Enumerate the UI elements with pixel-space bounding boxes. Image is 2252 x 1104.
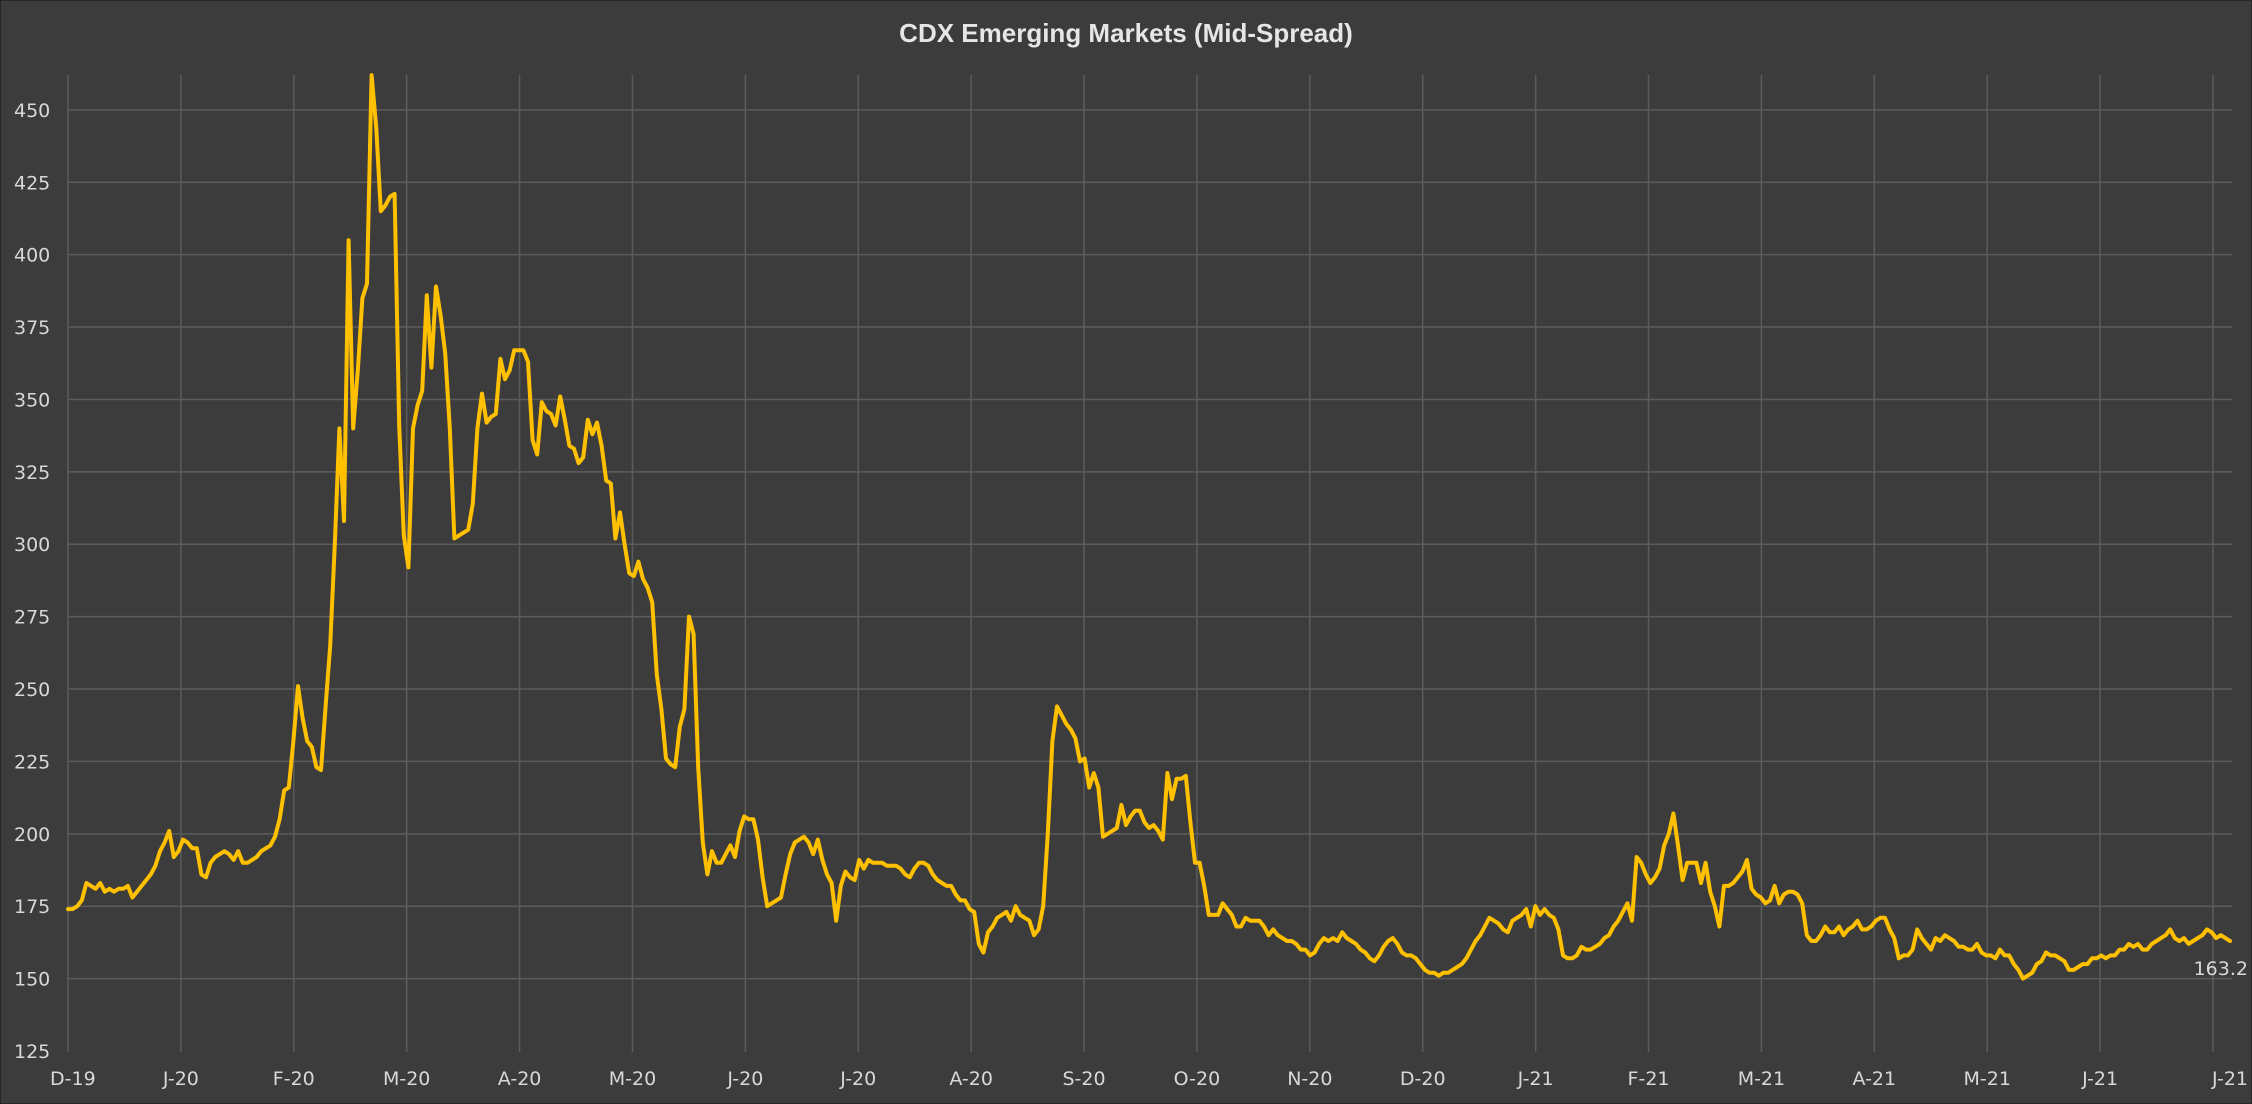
x-tick-label: N-20 [1287, 1068, 1332, 1090]
x-tick-label: J-20 [839, 1068, 876, 1090]
x-tick-label: J-20 [726, 1068, 763, 1090]
x-tick-label: M-20 [383, 1068, 430, 1090]
x-tick-label: J-20 [162, 1068, 199, 1090]
y-tick-label: 400 [14, 245, 50, 267]
x-tick-label: A-20 [949, 1068, 993, 1090]
x-tick-label: M-21 [1963, 1068, 2010, 1090]
x-tick-label: D-20 [1400, 1068, 1446, 1090]
y-tick-label: 225 [14, 751, 50, 773]
grid [67, 75, 2232, 1052]
x-tick-label: A-20 [498, 1068, 542, 1090]
end-label-layer: 163.2 [2194, 958, 2248, 980]
y-tick-label: 375 [14, 317, 50, 339]
x-tick-label: O-20 [1174, 1068, 1221, 1090]
series-layer [66, 73, 2232, 981]
y-axis-ticks: 125 150 175 200 225 250 275 300 325 350 375 400 425 4… [14, 100, 50, 1063]
x-tick-label: F-20 [273, 1068, 315, 1090]
y-tick-label: 300 [14, 534, 50, 556]
y-tick-label: 425 [14, 172, 50, 194]
y-tick-label: 325 [14, 462, 50, 484]
x-tick-label: A-21 [1853, 1068, 1897, 1090]
x-tick-label: D-19 [50, 1068, 96, 1090]
x-tick-label: F-21 [1628, 1068, 1670, 1090]
x-tick-label: J-21 [1517, 1068, 1554, 1090]
x-tick-label: S-20 [1063, 1068, 1106, 1090]
y-tick-label: 200 [14, 824, 50, 846]
y-tick-label: 250 [14, 679, 50, 701]
y-tick-label: 450 [14, 100, 50, 122]
x-axis-ticks: D-19 J-20 F-20 M-20 A-20 M-20 J-20 J-20 A-20 S-20… [50, 1068, 2248, 1090]
x-tick-label: M-20 [609, 1068, 656, 1090]
x-tick-label: J-21 [2081, 1068, 2118, 1090]
series-line [66, 73, 2232, 981]
y-tick-label: 150 [14, 969, 50, 991]
y-tick-label: 175 [14, 896, 50, 918]
chart-title: CDX Emerging Markets (Mid-Spread) [899, 18, 1353, 48]
y-tick-label: 350 [14, 389, 50, 411]
end-value-label: 163.2 [2194, 958, 2248, 980]
y-tick-label: 125 [14, 1041, 50, 1063]
x-tick-label: J-21 [2211, 1068, 2248, 1090]
y-tick-label: 275 [14, 607, 50, 629]
x-tick-label: M-21 [1738, 1068, 1785, 1090]
